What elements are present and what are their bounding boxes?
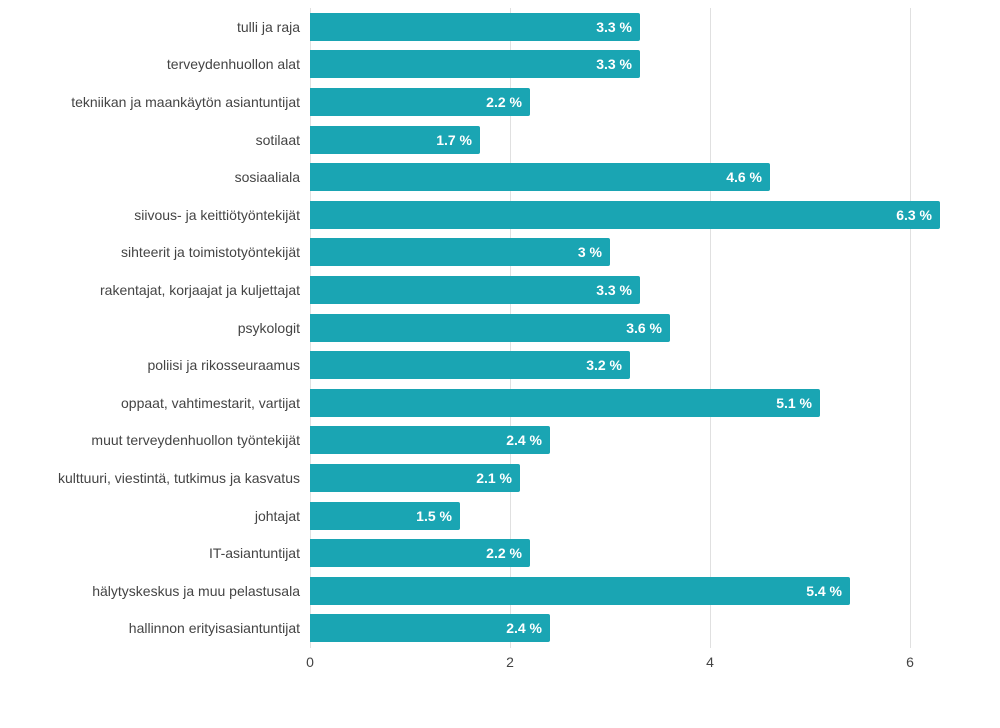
category-label: hallinnon erityisasiantuntijat	[129, 620, 310, 636]
value-label: 5.1 %	[776, 395, 812, 411]
category-label: tulli ja raja	[237, 19, 310, 35]
bar: 3.3 %	[310, 50, 640, 78]
x-axis-tick: 2	[506, 654, 514, 670]
table-row: siivous- ja keittiötyöntekijät6.3 %	[310, 196, 990, 234]
table-row: sihteerit ja toimistotyöntekijät3 %	[310, 234, 990, 272]
value-label: 3.3 %	[596, 19, 632, 35]
x-axis-tick: 4	[706, 654, 714, 670]
value-label: 2.2 %	[486, 545, 522, 561]
value-label: 3.3 %	[596, 282, 632, 298]
bar: 4.6 %	[310, 163, 770, 191]
table-row: IT-asiantuntijat2.2 %	[310, 534, 990, 572]
table-row: kulttuuri, viestintä, tutkimus ja kasvat…	[310, 459, 990, 497]
category-label: hälytyskeskus ja muu pelastusala	[92, 583, 310, 599]
table-row: hallinnon erityisasiantuntijat2.4 %	[310, 610, 990, 648]
value-label: 3 %	[578, 244, 602, 260]
category-label: sotilaat	[256, 132, 310, 148]
category-label: psykologit	[238, 320, 310, 336]
value-label: 1.7 %	[436, 132, 472, 148]
bar: 6.3 %	[310, 201, 940, 229]
category-label: IT-asiantuntijat	[209, 545, 310, 561]
category-label: sihteerit ja toimistotyöntekijät	[121, 244, 310, 260]
value-label: 5.4 %	[806, 583, 842, 599]
bar: 3.3 %	[310, 276, 640, 304]
bar: 3.6 %	[310, 314, 670, 342]
plot-area: tulli ja raja3.3 %terveydenhuollon alat3…	[310, 8, 990, 648]
value-label: 2.4 %	[506, 432, 542, 448]
value-label: 3.3 %	[596, 56, 632, 72]
table-row: muut terveydenhuollon työntekijät2.4 %	[310, 422, 990, 460]
table-row: terveydenhuollon alat3.3 %	[310, 46, 990, 84]
category-label: tekniikan ja maankäytön asiantuntijat	[71, 94, 310, 110]
category-label: siivous- ja keittiötyöntekijät	[134, 207, 310, 223]
bar: 3.3 %	[310, 13, 640, 41]
value-label: 3.2 %	[586, 357, 622, 373]
table-row: hälytyskeskus ja muu pelastusala5.4 %	[310, 572, 990, 610]
bar: 1.5 %	[310, 502, 460, 530]
category-label: terveydenhuollon alat	[167, 56, 310, 72]
category-label: sosiaaliala	[235, 169, 310, 185]
x-axis-tick: 6	[906, 654, 914, 670]
bar: 2.2 %	[310, 88, 530, 116]
table-row: tulli ja raja3.3 %	[310, 8, 990, 46]
x-axis-labels: 0246	[310, 648, 990, 672]
value-label: 6.3 %	[896, 207, 932, 223]
table-row: tekniikan ja maankäytön asiantuntijat2.2…	[310, 83, 990, 121]
table-row: sosiaaliala4.6 %	[310, 158, 990, 196]
table-row: johtajat1.5 %	[310, 497, 990, 535]
category-label: poliisi ja rikosseuraamus	[147, 357, 310, 373]
bars-container: tulli ja raja3.3 %terveydenhuollon alat3…	[310, 8, 990, 648]
table-row: psykologit3.6 %	[310, 309, 990, 347]
table-row: poliisi ja rikosseuraamus3.2 %	[310, 346, 990, 384]
category-label: rakentajat, korjaajat ja kuljettajat	[100, 282, 310, 298]
category-label: johtajat	[255, 508, 310, 524]
category-label: oppaat, vahtimestarit, vartijat	[121, 395, 310, 411]
bar: 2.1 %	[310, 464, 520, 492]
value-label: 2.2 %	[486, 94, 522, 110]
table-row: rakentajat, korjaajat ja kuljettajat3.3 …	[310, 271, 990, 309]
bar: 5.4 %	[310, 577, 850, 605]
value-label: 1.5 %	[416, 508, 452, 524]
bar-chart: tulli ja raja3.3 %terveydenhuollon alat3…	[0, 0, 1000, 728]
table-row: oppaat, vahtimestarit, vartijat5.1 %	[310, 384, 990, 422]
x-axis-tick: 0	[306, 654, 314, 670]
value-label: 2.4 %	[506, 620, 542, 636]
bar: 2.4 %	[310, 614, 550, 642]
bar: 2.2 %	[310, 539, 530, 567]
category-label: kulttuuri, viestintä, tutkimus ja kasvat…	[58, 470, 310, 486]
category-label: muut terveydenhuollon työntekijät	[91, 432, 310, 448]
bar: 3.2 %	[310, 351, 630, 379]
bar: 3 %	[310, 238, 610, 266]
bar: 5.1 %	[310, 389, 820, 417]
value-label: 3.6 %	[626, 320, 662, 336]
table-row: sotilaat1.7 %	[310, 121, 990, 159]
bar: 2.4 %	[310, 426, 550, 454]
value-label: 4.6 %	[726, 169, 762, 185]
value-label: 2.1 %	[476, 470, 512, 486]
bar: 1.7 %	[310, 126, 480, 154]
